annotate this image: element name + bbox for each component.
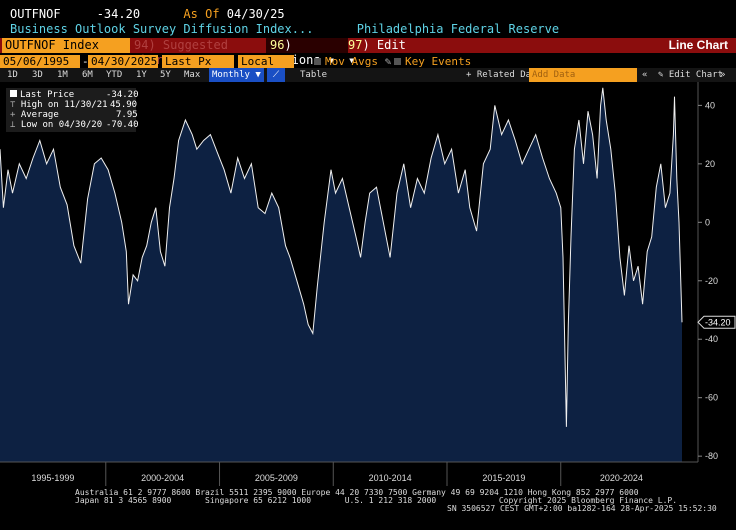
table-button[interactable]: Table: [300, 70, 328, 80]
tab-3d[interactable]: 3D: [32, 70, 43, 80]
security-header: OUTFNOF -34.20 As Of 04/30/25: [10, 7, 285, 21]
source: Philadelphia Federal Reserve: [356, 22, 560, 36]
legend-high-label: High on 11/30/21: [20, 100, 108, 110]
legend-avg-value: 7.95: [116, 110, 138, 120]
last-value-label: -34.20: [705, 317, 731, 327]
legend-high-row: ⊤ High on 11/30/21: [10, 100, 108, 110]
actions-button[interactable]: 96) Actions ▾: [266, 38, 348, 67]
edit-button[interactable]: 97) Edit ▾: [348, 38, 406, 67]
y-tick-label: 40: [705, 100, 715, 110]
suggested-num: 94: [134, 38, 149, 52]
chart-type-title: Line Chart: [668, 38, 728, 52]
legend: Last Price -34.20 ⊤ High on 11/30/21 45.…: [6, 88, 139, 132]
description: Business Outlook Survey Diffusion Index.…: [10, 22, 314, 36]
y-axis: 40 20 0 -20 -40 -60 -80: [698, 100, 718, 461]
pencil-icon: ✎: [658, 70, 664, 80]
legend-high-value: 45.90: [110, 100, 138, 110]
x-tick-label: 2005-2009: [255, 473, 298, 483]
description-line: Business Outlook Survey Diffusion Index.…: [10, 22, 559, 36]
chevron-down-icon: ▼: [255, 70, 261, 80]
edit-chart-button[interactable]: ✎ Edit Chart: [658, 68, 723, 82]
edit-num: 97: [348, 38, 363, 52]
as-of-label: As Of: [183, 7, 220, 21]
y-tick-label: -20: [705, 276, 718, 286]
x-tick-label: 2015-2019: [482, 473, 525, 483]
currency-select[interactable]: Local CCY: [238, 55, 294, 82]
checkbox-icon: [394, 58, 401, 65]
end-date-field[interactable]: 04/30/2025: [88, 55, 158, 69]
legend-last-value: -34.20: [106, 90, 139, 100]
y-tick-label: -80: [705, 451, 718, 461]
legend-avg-row: + Average: [10, 110, 59, 120]
last-value: -34.20: [96, 7, 141, 21]
y-tick-label: -60: [705, 393, 718, 403]
suggested-charts-button[interactable]: 94) Suggested Charts: [134, 38, 262, 67]
footer-session: SN 3506527 CEST GMT+2:00 ba1282-164 28-A…: [447, 504, 717, 513]
price-line: [0, 87, 683, 427]
mov-avgs-label: Mov Avgs: [325, 55, 378, 68]
price-area: [0, 87, 682, 463]
line-chart-icon: ⟋: [272, 70, 280, 80]
y-tick-label: 20: [705, 159, 715, 169]
legend-swatch: [10, 90, 17, 97]
mov-avgs-toggle[interactable]: Mov Avgs ✎: [314, 55, 391, 69]
start-date-field[interactable]: 05/06/1995: [0, 55, 80, 69]
related-data-button[interactable]: + Related Dat: [466, 70, 537, 80]
tab-max[interactable]: Max: [184, 70, 201, 80]
high-icon: ⊤: [10, 100, 21, 110]
security-field[interactable]: OUTFNOF Index: [2, 38, 130, 53]
tab-1y[interactable]: 1Y: [136, 70, 147, 80]
legend-last-row: Last Price: [10, 90, 74, 100]
footer-contacts-2: Japan 81 3 4565 8900 Singapore 65 6212 1…: [75, 496, 678, 505]
edit-chart-label: Edit Chart: [668, 70, 724, 80]
legend-low-label: Low on 04/30/20: [20, 120, 103, 130]
tab-1m[interactable]: 1M: [57, 70, 68, 80]
date-separator: -: [82, 55, 89, 68]
price-chart[interactable]: 40 20 0 -20 -40 -60 -80 1995-1999 2000-2004 2005…: [0, 82, 736, 486]
average-icon: +: [10, 110, 21, 120]
key-events-label: Key Events: [405, 55, 472, 68]
line-chart-toggle[interactable]: ⟋: [267, 68, 285, 82]
y-tick-label: 0: [705, 217, 710, 227]
checkbox-icon: [314, 58, 321, 65]
tab-1d[interactable]: 1D: [7, 70, 18, 80]
collapse-right-icon[interactable]: »: [720, 70, 726, 80]
last-value-arrow: [697, 315, 736, 329]
tab-5y[interactable]: 5Y: [160, 70, 171, 80]
legend-last-label: Last Price: [20, 90, 75, 100]
x-tick-label: 2000-2004: [141, 473, 184, 483]
key-events-toggle[interactable]: Key Events: [394, 55, 471, 69]
legend-low-row: ⊥ Low on 04/30/20: [10, 120, 102, 130]
legend-low-value: -70.40: [106, 120, 139, 130]
parameter-row: 05/06/1995 - 04/30/2025 Last Px Local CC…: [0, 55, 736, 82]
low-icon: ⊥: [10, 120, 21, 130]
y-tick-label: -40: [705, 334, 718, 344]
tab-6m[interactable]: 6M: [82, 70, 93, 80]
x-tick-label: 1995-1999: [31, 473, 74, 483]
footer-contacts: Australia 61 2 9777 8600 Brazil 5511 239…: [75, 488, 639, 497]
add-data-field[interactable]: Add Data: [529, 68, 637, 82]
last-value-marker: -34.20: [697, 315, 736, 329]
ticker: OUTFNOF: [10, 7, 61, 21]
related-data-label: Related Dat: [476, 70, 537, 80]
function-toolbar: OUTFNOF Index 94) Suggested Charts 96) A…: [0, 38, 736, 67]
x-tick-label: 2020-2024: [600, 473, 643, 483]
tab-ytd[interactable]: YTD: [106, 70, 123, 80]
period-row: 1D 3D 1M 6M YTD 1Y 5Y Max Monthly ▼ ⟋ Ta…: [0, 68, 736, 82]
chevron-down-icon: ▾: [327, 53, 336, 67]
legend-avg-label: Average: [20, 110, 59, 120]
frequency-select[interactable]: Monthly ▼: [209, 68, 264, 82]
chevron-down-icon: ▾: [348, 53, 356, 67]
x-axis: 1995-1999 2000-2004 2005-2009 2010-2014 2015…: [31, 462, 643, 486]
as-of-date: 04/30/25: [226, 7, 285, 21]
edit-label: Edit: [376, 38, 406, 52]
footer: Australia 61 2 9777 8600 Brazil 5511 239…: [0, 486, 736, 522]
field-select[interactable]: Last Px: [162, 55, 234, 69]
x-tick-label: 2010-2014: [369, 473, 412, 483]
pencil-icon: ✎: [384, 55, 392, 68]
frequency-label: Monthly: [212, 70, 250, 80]
actions-num: 96: [270, 38, 285, 52]
collapse-icon[interactable]: «: [642, 70, 648, 80]
